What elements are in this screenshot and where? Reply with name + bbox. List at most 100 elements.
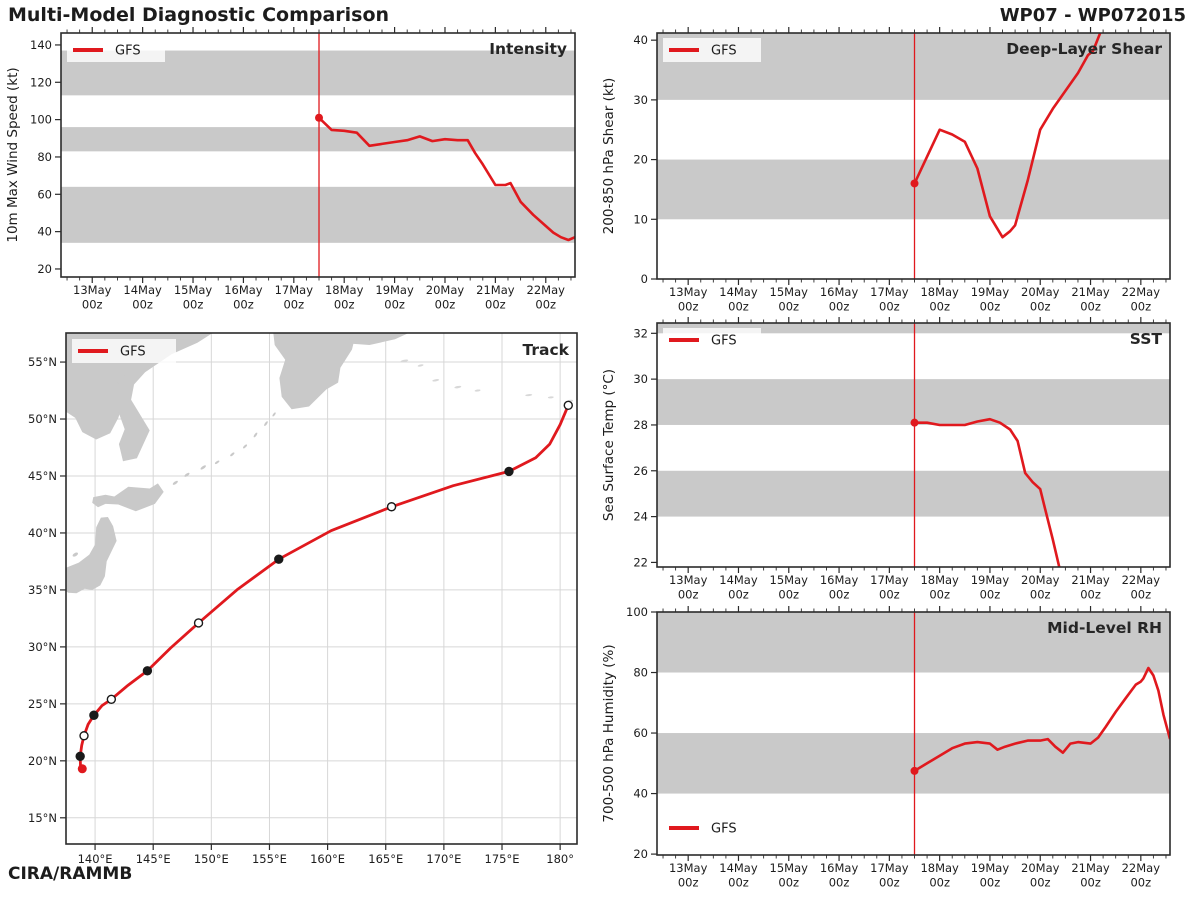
shear-panel-title: Deep-Layer Shear (1006, 40, 1162, 58)
x-tick-sublabel: 00z (829, 588, 850, 602)
x-tick-sublabel: 00z (929, 588, 950, 602)
x-tick-sublabel: 00z (283, 298, 304, 312)
island-aleutian-2 (454, 385, 462, 389)
x-tick-sublabel: 00z (678, 588, 699, 602)
x-tick-label: 22May (1122, 861, 1161, 875)
x-tick-label: 14May (719, 861, 758, 875)
x-tick-label: 17May (870, 573, 909, 587)
shaded-band (657, 323, 1170, 334)
x-tick-sublabel: 00z (678, 876, 699, 890)
x-tick-sublabel: 00z (1030, 876, 1051, 890)
island-kuril-5 (230, 452, 235, 457)
intensity-gfs-series (318, 116, 575, 242)
x-tick-sublabel: 00z (829, 876, 850, 890)
landmass-honshu (66, 517, 117, 594)
shaded-band (657, 470, 1170, 517)
sst-init-point (910, 418, 919, 427)
x-tick-label: 19May (971, 573, 1010, 587)
shaded-band (657, 612, 1170, 673)
legend-label-gfs: GFS (711, 44, 737, 59)
y-tick-label: 10 (633, 212, 648, 226)
lon-tick-label: 180° (546, 852, 574, 866)
x-tick-label: 13May (669, 285, 708, 299)
x-tick-sublabel: 00z (829, 300, 850, 314)
x-tick-sublabel: 00z (929, 876, 950, 890)
x-tick-sublabel: 00z (1080, 876, 1101, 890)
island-kuril-4 (214, 460, 220, 465)
shaded-band (657, 159, 1170, 220)
panel-rh: 13May00z14May00z15May00z16May00z17May00z… (601, 605, 1171, 890)
y-tick-label: 32 (633, 326, 648, 340)
lon-tick-label: 145°E (136, 852, 171, 866)
intensity-init-point (315, 113, 324, 122)
y-tick-label: 100 (30, 113, 52, 127)
panel-track: 140°E 145°E 150°E 155°E 160°E 165°E 170°E 175°E… (28, 332, 578, 866)
rh-panel-title: Mid-Level RH (1047, 619, 1162, 637)
legend-label-gfs: GFS (120, 345, 146, 360)
panel-sst: 13May00z14May00z15May00z16May00z17May00z… (601, 317, 1171, 602)
shaded-band (657, 379, 1170, 425)
x-tick-label: 15May (770, 573, 809, 587)
x-tick-label: 16May (820, 861, 859, 875)
x-tick-label: 22May (527, 283, 566, 297)
x-tick-label: 20May (426, 283, 465, 297)
lat-tick-label: 50°N (28, 412, 57, 426)
legend-label-gfs: GFS (115, 44, 141, 59)
y-tick-label: 0 (641, 272, 648, 286)
y-tick-label: 80 (633, 666, 648, 680)
island-kuril-8 (264, 421, 268, 426)
lat-tick-label: 35°N (28, 583, 57, 597)
island-kuril-9 (272, 412, 276, 417)
y-tick-label: 20 (633, 153, 648, 167)
x-tick-sublabel: 00z (879, 588, 900, 602)
x-tick-sublabel: 00z (1030, 300, 1051, 314)
track-init-point (77, 764, 87, 774)
rh-y-axis-label: 700-500 hPa Humidity (%) (601, 644, 617, 822)
track-point-12z (563, 400, 573, 411)
shaded-band (61, 186, 575, 243)
y-tick-label: 30 (633, 372, 648, 386)
y-tick-label: 80 (37, 150, 52, 164)
y-tick-label: 40 (633, 33, 648, 47)
y-tick-label: 40 (633, 787, 648, 801)
x-tick-sublabel: 00z (1030, 588, 1051, 602)
x-tick-label: 16May (820, 573, 859, 587)
panel-shear: 13May00z14May00z15May00z16May00z17May00z… (601, 27, 1171, 314)
rh-init-point (910, 766, 919, 775)
panel-intensity: 13May00z14May00z15May00z16May00z17May00z… (5, 27, 576, 312)
y-tick-label: 26 (633, 464, 648, 478)
plot-frame (656, 322, 1171, 568)
figure-title: Multi-Model Diagnostic Comparison (8, 4, 390, 26)
lon-tick-label: 160°E (310, 852, 345, 866)
island-kuril-3 (200, 465, 206, 470)
x-tick-sublabel: 00z (678, 300, 699, 314)
plot-frame (656, 32, 1171, 280)
x-tick-sublabel: 00z (1130, 588, 1151, 602)
credit-label: CIRA/RAMMB (8, 864, 133, 884)
x-tick-label: 16May (224, 283, 263, 297)
x-tick-label: 17May (870, 861, 909, 875)
track-point-00z (75, 751, 85, 761)
island-komandorski-2 (417, 364, 424, 367)
shaded-band (61, 127, 575, 152)
x-tick-sublabel: 00z (1130, 876, 1151, 890)
x-tick-label: 14May (123, 283, 162, 297)
lat-tick-label: 15°N (28, 811, 57, 825)
x-tick-label: 21May (1071, 573, 1110, 587)
x-tick-label: 13May (669, 573, 708, 587)
y-tick-label: 40 (37, 225, 52, 239)
x-tick-label: 13May (73, 283, 112, 297)
y-tick-label: 100 (626, 605, 648, 619)
island-kuril-6 (243, 444, 248, 449)
x-tick-label: 20May (1021, 285, 1060, 299)
lon-tick-label: 155°E (252, 852, 287, 866)
track-point-00z (274, 554, 284, 564)
x-tick-sublabel: 00z (728, 300, 749, 314)
y-tick-label: 22 (633, 555, 648, 569)
plot-frame (60, 32, 576, 278)
x-tick-sublabel: 00z (728, 876, 749, 890)
x-tick-sublabel: 00z (384, 298, 405, 312)
x-tick-sublabel: 00z (233, 298, 254, 312)
